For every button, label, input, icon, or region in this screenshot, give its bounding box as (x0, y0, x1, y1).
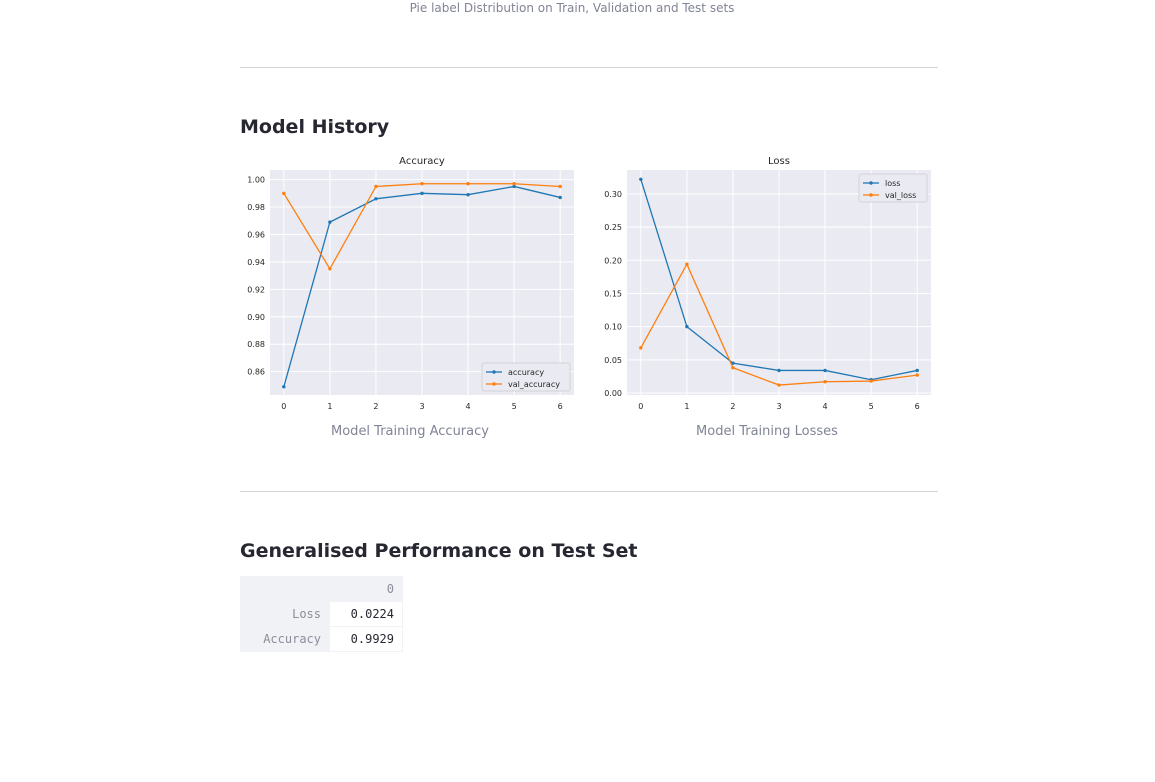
data-point (282, 191, 286, 196)
data-point (915, 373, 919, 377)
table-row: Accuracy 0.9929 (240, 626, 403, 652)
x-tick-label: 3 (776, 402, 781, 411)
y-tick-label: 0.86 (247, 368, 265, 377)
accuracy-caption: Model Training Accuracy (331, 424, 489, 439)
y-tick-label: 0.15 (604, 289, 622, 298)
data-point (639, 346, 643, 350)
x-tick-label: 4 (466, 402, 471, 411)
x-tick-label: 6 (915, 402, 920, 411)
x-tick-label: 4 (823, 402, 828, 411)
data-point (512, 184, 516, 189)
data-point (420, 191, 424, 196)
x-tick-label: 2 (730, 402, 735, 411)
x-tick-label: 2 (373, 402, 378, 411)
x-tick-label: 0 (638, 402, 643, 411)
x-tick-label: 5 (512, 402, 517, 411)
legend-marker (869, 181, 873, 185)
data-point (420, 182, 424, 186)
x-tick-label: 6 (558, 402, 563, 411)
data-point (558, 195, 562, 200)
data-point (328, 267, 332, 271)
x-tick-label: 1 (684, 402, 689, 411)
row-value: 0.9929 (329, 626, 403, 652)
y-tick-label: 0.30 (604, 190, 622, 199)
y-tick-label: 0.96 (247, 230, 265, 239)
chart-title: Accuracy (399, 156, 445, 167)
table-header-row: 0 (240, 576, 403, 602)
data-point (823, 380, 827, 384)
y-tick-label: 0.05 (604, 356, 622, 365)
y-tick-label: 0.90 (247, 313, 265, 322)
data-point (466, 182, 470, 186)
x-tick-label: 0 (281, 402, 286, 411)
data-point (685, 324, 689, 329)
y-tick-label: 0.88 (247, 340, 265, 349)
data-point (731, 366, 735, 370)
y-tick-label: 0.00 (604, 389, 622, 398)
y-tick-label: 0.10 (604, 323, 622, 332)
legend-marker (492, 382, 496, 386)
data-point (915, 368, 919, 373)
chart-title: Loss (768, 156, 790, 167)
accuracy-chart: Accuracy 0 1 2 3 4 5 6 0.86 0.88 0.90 0.92 0.94 0.96 0… (247, 156, 574, 411)
data-point (328, 220, 332, 224)
data-point (777, 383, 781, 387)
legend-label: val_loss (885, 191, 916, 200)
legend-label: loss (885, 179, 900, 188)
data-point (731, 361, 735, 365)
y-tick-label: 0.94 (247, 258, 265, 267)
data-point (512, 182, 516, 186)
column-header: 0 (329, 576, 403, 602)
divider (240, 67, 938, 68)
data-point (823, 368, 827, 373)
data-point (685, 262, 689, 266)
legend (481, 362, 571, 392)
table-row: Loss 0.0224 (240, 601, 403, 627)
loss-caption: Model Training Losses (696, 424, 838, 439)
legend-marker (869, 193, 873, 197)
table-corner (240, 576, 330, 602)
y-tick-label: 0.25 (604, 223, 622, 232)
performance-heading: Generalised Performance on Test Set (240, 540, 638, 562)
y-tick-label: 0.92 (247, 285, 265, 294)
data-point (777, 368, 781, 373)
data-point (639, 177, 643, 181)
row-value: 0.0224 (329, 601, 403, 627)
y-tick-label: 0.98 (247, 203, 265, 212)
x-tick-label: 3 (419, 402, 424, 411)
data-point (374, 184, 378, 189)
data-point (282, 385, 286, 389)
top-caption: Pie label Distribution on Train, Validat… (409, 1, 735, 15)
x-tick-label: 5 (869, 402, 874, 411)
row-label: Loss (240, 601, 330, 627)
y-tick-label: 0.20 (604, 256, 622, 265)
legend-label: val_accuracy (508, 380, 560, 389)
divider (240, 491, 938, 492)
data-point (558, 184, 562, 189)
row-label: Accuracy (240, 626, 330, 652)
x-tick-label: 1 (327, 402, 332, 411)
model-history-heading: Model History (240, 116, 390, 138)
legend-marker (492, 370, 496, 374)
y-tick-label: 1.00 (247, 176, 265, 185)
data-point (374, 197, 378, 201)
performance-table: 0 Loss 0.0224 Accuracy 0.9929 (240, 576, 403, 652)
legend-label: accuracy (508, 368, 544, 377)
data-point (869, 379, 873, 383)
loss-chart: Loss 0 1 2 3 4 5 6 0.00 0.05 0.10 0.15 0.20 0.25 0.30 l… (604, 156, 931, 411)
data-point (466, 192, 470, 197)
